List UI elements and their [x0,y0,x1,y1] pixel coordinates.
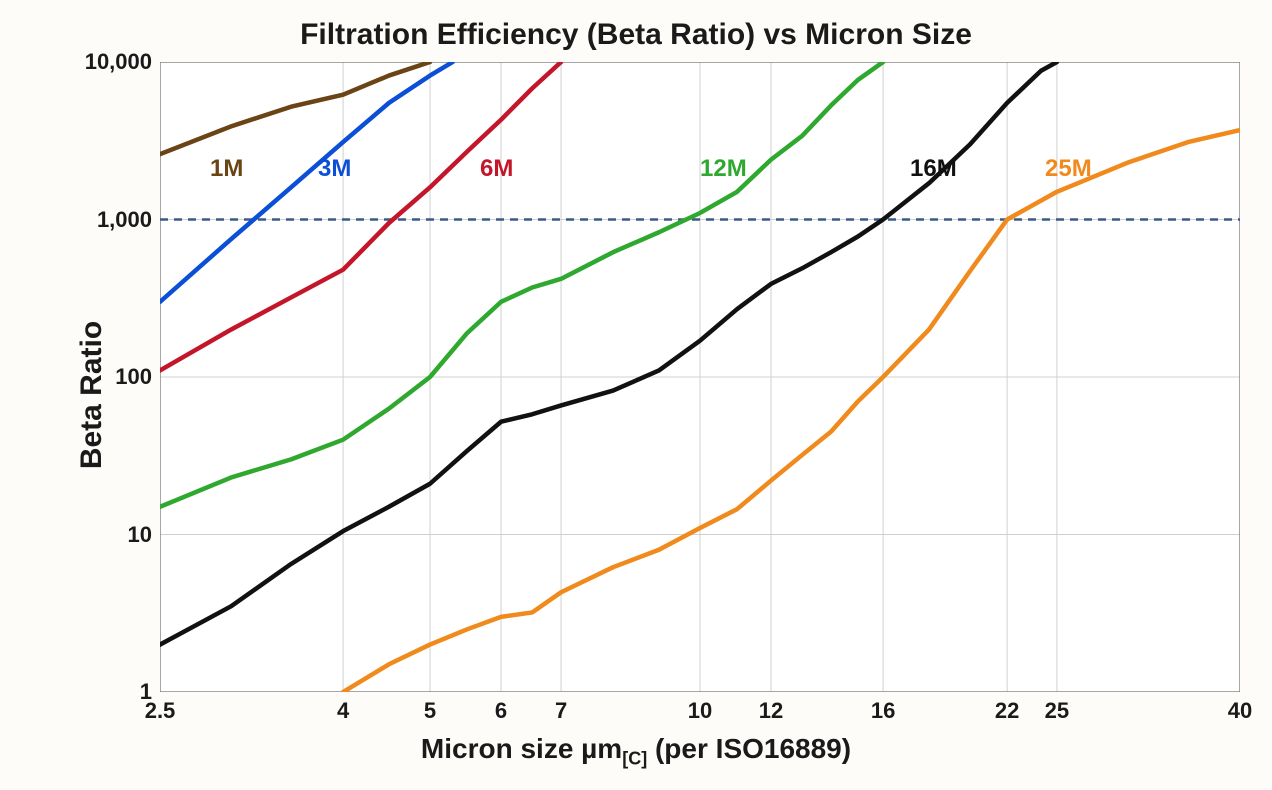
y-axis-label: Beta Ratio [75,321,109,469]
y-tick-label: 100 [115,364,152,390]
series-label-25M: 25M [1045,155,1092,183]
x-tick-label: 22 [995,698,1019,724]
y-tick-label: 1,000 [97,207,152,233]
series-label-12M: 12M [700,155,747,183]
x-tick-label: 7 [555,698,567,724]
x-tick-label: 12 [759,698,783,724]
x-tick-label: 2.5 [145,698,176,724]
x-tick-label: 40 [1228,698,1252,724]
x-tick-label: 5 [424,698,436,724]
x-tick-label: 10 [688,698,712,724]
x-tick-label: 4 [337,698,349,724]
series-label-6M: 6M [480,155,513,183]
x-axis-label-suffix: (per ISO16889) [647,733,851,764]
y-tick-label: 10,000 [85,49,152,75]
series-label-1M: 1M [210,155,243,183]
chart-title: Filtration Efficiency (Beta Ratio) vs Mi… [0,18,1272,52]
x-tick-label: 16 [871,698,895,724]
x-axis-label: Micron size µm[C] (per ISO16889) [0,733,1272,770]
y-tick-label: 10 [128,522,152,548]
x-tick-label: 25 [1045,698,1069,724]
x-axis-label-prefix: Micron size µm [421,733,622,764]
series-label-16M: 16M [910,155,957,183]
x-axis-label-sub: [C] [622,749,647,769]
x-tick-label: 6 [495,698,507,724]
series-label-3M: 3M [318,155,351,183]
